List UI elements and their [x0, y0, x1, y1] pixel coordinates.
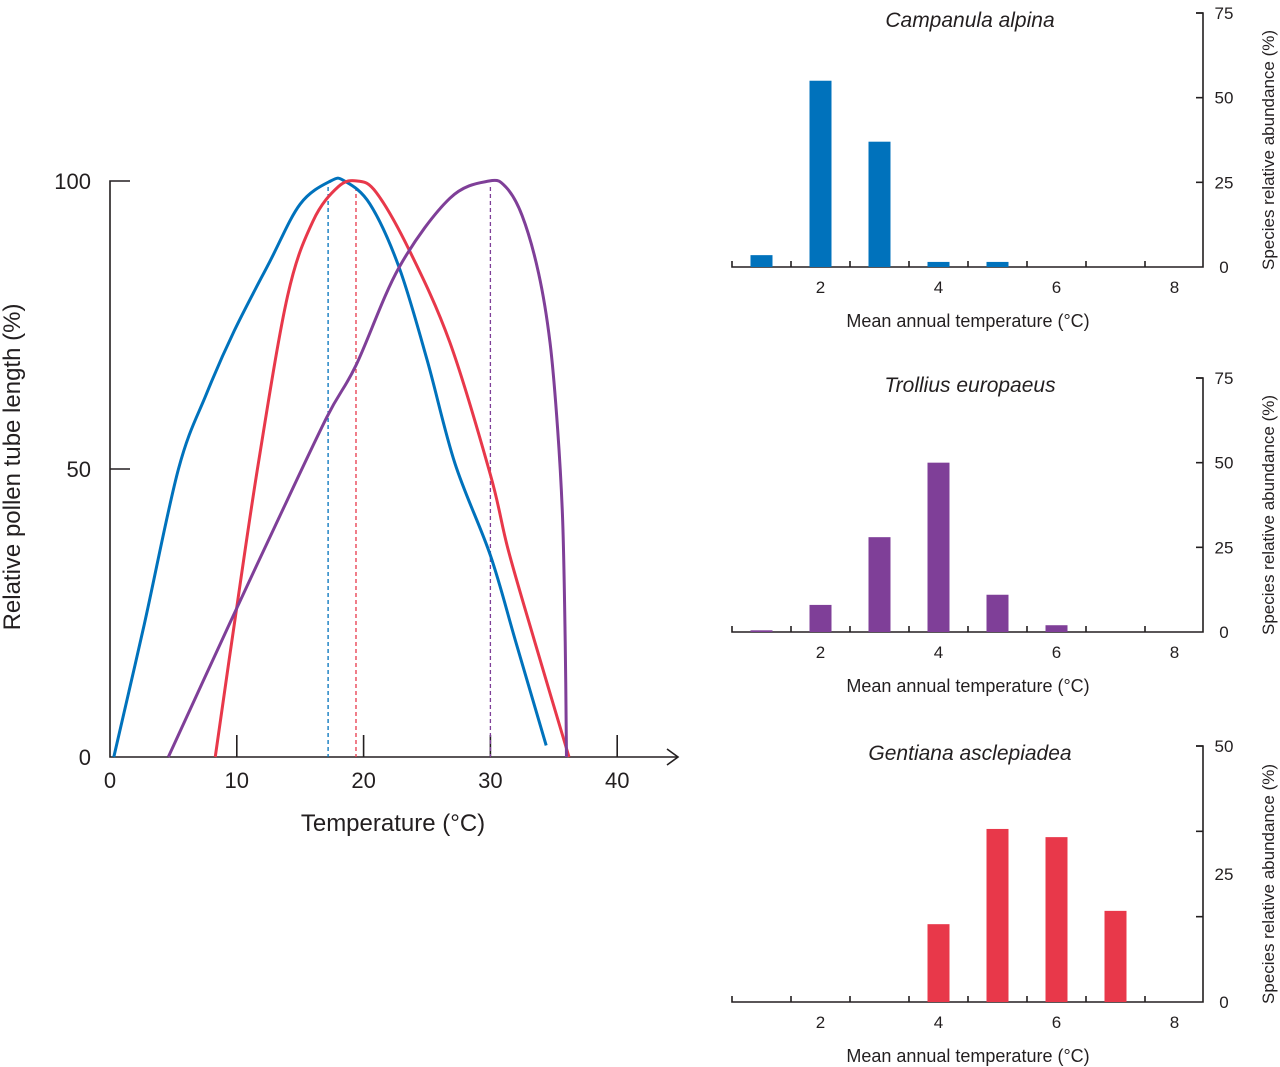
bar-4 — [927, 261, 950, 267]
x-tick-label: 0 — [104, 768, 116, 793]
bar-4 — [927, 924, 950, 1002]
x-tick-label: 8 — [1170, 278, 1179, 297]
y-axis-label: Species relative abundance (%) — [1259, 30, 1278, 270]
gentiana-bar-chart: Gentiana asclepiadea 0 25 50 2 4 6 8 Mean annual… — [731, 737, 1278, 1066]
bar-3 — [868, 537, 891, 632]
bar-5 — [986, 828, 1009, 1002]
y-tick-label: 50 — [1215, 454, 1234, 473]
series-line-1 — [213, 179, 571, 758]
y-axis-label: Species relative abundance (%) — [1259, 764, 1278, 1004]
x-tick-label: 2 — [816, 1013, 825, 1032]
y-tick-label: 50 — [1215, 737, 1234, 756]
y-tick-label: 25 — [1215, 173, 1234, 192]
x-axis-label: Mean annual temperature (°C) — [846, 1046, 1089, 1066]
trollius-bar-chart: Trollius europaeus 0 25 50 75 2 4 6 8 Mean annual… — [731, 369, 1278, 696]
x-tick-label: 6 — [1052, 278, 1061, 297]
x-axis-label: Temperature (°C) — [301, 810, 485, 837]
y-axis-label: Species relative abundance (%) — [1259, 395, 1278, 635]
x-tick-label: 6 — [1052, 1013, 1061, 1032]
panel-title: Gentiana asclepiadea — [868, 742, 1071, 765]
axes — [731, 12, 1204, 268]
x-tick-label: 2 — [816, 643, 825, 662]
y-tick-label: 0 — [1219, 993, 1228, 1012]
y-tick-label: 75 — [1215, 369, 1234, 388]
bar-6 — [1045, 625, 1068, 632]
y-tick-label: 50 — [1215, 89, 1234, 108]
series-line-2 — [166, 178, 568, 758]
x-tick-label: 8 — [1170, 643, 1179, 662]
bar-1 — [750, 630, 773, 632]
bar-7 — [1104, 910, 1127, 1002]
y-tick-label: 25 — [1215, 865, 1234, 884]
y-tick-label: 100 — [54, 169, 91, 194]
y-tick-label: 50 — [67, 457, 91, 482]
panel-title: Trollius europaeus — [884, 374, 1056, 397]
x-axis-label: Mean annual temperature (°C) — [846, 676, 1089, 696]
x-tick-label: 30 — [478, 768, 502, 793]
bar-5 — [986, 261, 1009, 267]
y-axis-label: Relative pollen tube length (%) — [0, 304, 26, 631]
x-axis-label: Mean annual temperature (°C) — [846, 311, 1089, 331]
x-tick-label: 4 — [934, 278, 943, 297]
x-tick-label: 20 — [351, 768, 375, 793]
campanula-bar-chart: Campanula alpina 0 25 50 75 2 4 6 8 Mean annual t… — [731, 4, 1278, 331]
bar-5 — [986, 594, 1009, 632]
bar-3 — [868, 141, 891, 267]
x-tick-label: 4 — [934, 643, 943, 662]
bar-1 — [750, 255, 773, 267]
axes — [731, 377, 1204, 633]
x-tick-label: 8 — [1170, 1013, 1179, 1032]
bar-4 — [927, 462, 950, 632]
y-tick-label: 0 — [1219, 258, 1228, 277]
pollen-tube-line-chart: 0 50 100 0 10 20 30 40 Temperature (°C) Relative … — [0, 169, 680, 837]
y-tick-label: 25 — [1215, 538, 1234, 557]
y-tick-label: 0 — [1219, 623, 1228, 642]
x-tick-label: 2 — [816, 278, 825, 297]
x-tick-label: 40 — [605, 768, 629, 793]
x-tick-label: 10 — [225, 768, 249, 793]
bar-2 — [809, 604, 832, 632]
x-axis-arrow — [666, 748, 680, 766]
axes — [731, 745, 1204, 1003]
series-line-0 — [112, 176, 548, 758]
x-tick-label: 6 — [1052, 643, 1061, 662]
x-tick-label: 4 — [934, 1013, 943, 1032]
y-tick-label: 0 — [79, 745, 91, 770]
bar-6 — [1045, 837, 1068, 1002]
axes — [109, 180, 677, 758]
panel-title: Campanula alpina — [885, 9, 1054, 32]
bar-2 — [809, 80, 832, 267]
y-tick-label: 75 — [1215, 4, 1234, 23]
